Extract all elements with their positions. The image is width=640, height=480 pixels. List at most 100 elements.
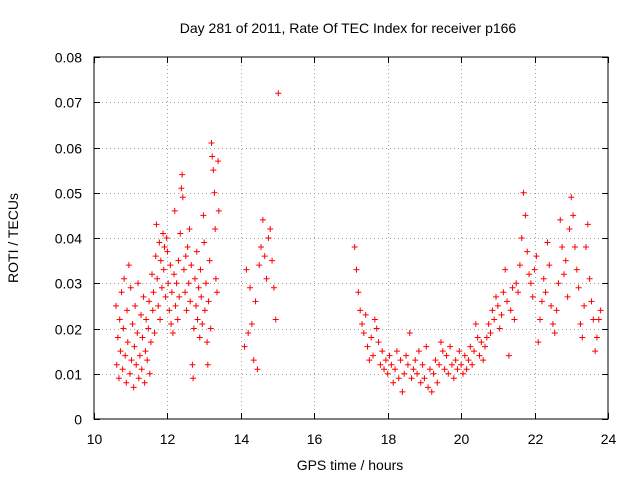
data-point xyxy=(198,293,205,300)
data-point xyxy=(447,343,454,350)
data-point xyxy=(183,307,190,314)
data-point xyxy=(428,388,435,395)
data-point xyxy=(138,366,145,373)
data-point xyxy=(461,352,468,359)
data-point xyxy=(505,352,512,359)
data-point xyxy=(577,320,584,327)
data-point xyxy=(570,212,577,219)
tick-layer xyxy=(94,57,609,420)
data-point xyxy=(193,302,200,309)
data-point xyxy=(145,325,152,332)
data-point xyxy=(375,339,382,346)
data-points xyxy=(113,90,604,395)
data-point xyxy=(241,343,248,350)
data-point xyxy=(215,207,222,214)
data-point xyxy=(445,370,452,377)
data-point xyxy=(160,230,167,237)
data-point xyxy=(412,357,419,364)
data-point xyxy=(200,212,207,219)
data-point xyxy=(527,280,534,287)
data-point xyxy=(538,298,545,305)
data-point xyxy=(568,194,575,201)
data-point xyxy=(548,302,555,309)
data-point xyxy=(265,235,272,241)
data-point xyxy=(158,284,165,291)
data-point xyxy=(243,266,250,273)
data-point xyxy=(163,235,170,241)
data-point xyxy=(487,330,494,337)
data-point xyxy=(381,366,388,373)
data-point xyxy=(168,289,175,296)
data-point xyxy=(531,266,538,273)
x-tick-label: 22 xyxy=(528,431,544,447)
data-point xyxy=(403,352,410,359)
data-point xyxy=(592,348,599,355)
data-point xyxy=(149,271,156,278)
data-point xyxy=(586,275,593,282)
data-point xyxy=(247,284,254,291)
data-point xyxy=(452,357,459,364)
data-point xyxy=(469,361,476,368)
data-point xyxy=(175,257,182,264)
y-axis-label: ROTI / TECUs xyxy=(5,193,21,283)
data-point xyxy=(157,316,164,323)
data-point xyxy=(436,361,443,368)
data-point xyxy=(546,262,553,269)
data-point xyxy=(193,248,200,255)
data-point xyxy=(188,262,195,269)
data-point xyxy=(480,357,487,364)
data-point xyxy=(139,334,146,341)
data-point xyxy=(150,289,157,296)
data-point xyxy=(450,375,457,382)
data-point xyxy=(562,257,569,264)
data-point xyxy=(559,244,566,251)
data-point xyxy=(261,253,268,260)
data-point xyxy=(474,334,481,341)
y-tick-label: 0.07 xyxy=(55,95,82,111)
data-point xyxy=(267,225,274,232)
data-point xyxy=(204,339,211,346)
data-point xyxy=(382,357,389,364)
data-point xyxy=(114,334,121,341)
data-point xyxy=(467,343,474,350)
data-point xyxy=(272,316,279,323)
data-point xyxy=(423,343,430,350)
data-point xyxy=(542,289,549,296)
data-point xyxy=(256,262,263,269)
data-point xyxy=(179,171,186,178)
data-point xyxy=(415,348,422,355)
data-point xyxy=(370,352,377,359)
data-point xyxy=(491,316,498,323)
data-point xyxy=(151,330,158,337)
data-point xyxy=(401,370,408,377)
data-point xyxy=(454,366,461,373)
data-point xyxy=(595,316,602,323)
data-point xyxy=(496,325,503,332)
data-point xyxy=(199,320,206,327)
data-point xyxy=(180,266,187,273)
data-point xyxy=(463,366,470,373)
data-point xyxy=(182,253,189,260)
data-point xyxy=(362,311,369,318)
y-tick-label: 0.02 xyxy=(55,322,82,338)
data-point xyxy=(520,189,527,196)
data-point xyxy=(371,316,378,323)
data-point xyxy=(197,266,204,273)
y-tick-label: 0 xyxy=(74,412,82,428)
data-point xyxy=(483,334,490,341)
data-point xyxy=(142,348,149,355)
data-point xyxy=(174,316,181,323)
data-point xyxy=(478,339,485,346)
data-point xyxy=(147,339,154,346)
data-point xyxy=(171,207,178,214)
data-point xyxy=(390,379,397,386)
data-point xyxy=(571,244,578,251)
data-point xyxy=(115,375,122,382)
data-point xyxy=(202,280,209,287)
data-point xyxy=(124,307,131,314)
data-point xyxy=(573,266,580,273)
data-point xyxy=(485,320,492,327)
data-point xyxy=(432,357,439,364)
data-point xyxy=(166,307,173,314)
